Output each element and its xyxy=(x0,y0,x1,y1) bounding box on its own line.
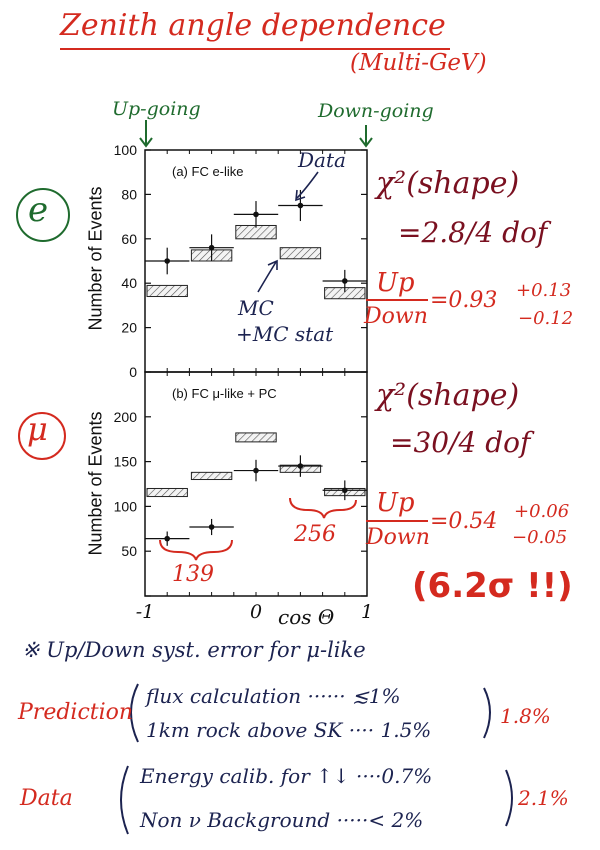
prediction-total: 1.8% xyxy=(500,704,551,728)
e-panel-label: (a) FC e-like xyxy=(172,164,244,179)
e-data-point xyxy=(253,211,259,218)
mu-symbol: μ xyxy=(27,410,48,448)
e-ytick-label: 40 xyxy=(121,275,137,291)
mu-ratio-num: Up xyxy=(376,488,415,518)
prediction-item-2: 1km rock above SK ···· 1.5% xyxy=(146,718,432,742)
syst-note: ※ Up/Down syst. error for μ-like xyxy=(22,638,366,662)
e-ratio-value: =0.93 xyxy=(430,288,498,313)
e-ytick-label: 80 xyxy=(121,186,137,202)
x-tick-label: -1 xyxy=(136,601,155,623)
mc-annotation: MC xyxy=(238,296,274,320)
e-ytick-label: 60 xyxy=(121,231,137,247)
mu-ratio-minus: −0.05 xyxy=(512,527,568,548)
e-mc-box xyxy=(146,284,188,298)
upgoing-label: Up-going xyxy=(112,98,201,120)
e-ytick-label: 20 xyxy=(121,320,137,336)
mu-ratio-plus: +0.06 xyxy=(514,501,570,522)
mu-mc-box xyxy=(146,487,188,498)
data-item-2: Non ν Background ·····< 2% xyxy=(140,808,424,832)
e-ytick-label: 100 xyxy=(114,142,138,158)
page-subtitle: (Multi-GeV) xyxy=(350,50,487,76)
e-data-point xyxy=(297,202,304,209)
prediction-item-1: flux calculation ······ ≲1% xyxy=(146,684,401,708)
mu-mc-box xyxy=(190,471,233,481)
mu-ytick-label: 150 xyxy=(114,454,138,470)
mu-circle-icon xyxy=(18,412,66,460)
mu-mc-box xyxy=(235,432,277,443)
mu-data-point xyxy=(253,467,259,474)
e-data-point xyxy=(208,244,215,251)
mu-chi2-line2: =30/4 dof xyxy=(390,426,531,459)
mu-data-point xyxy=(208,524,215,530)
downgoing-label: Down-going xyxy=(318,100,434,122)
mu-ytick-label: 200 xyxy=(114,409,138,425)
x-axis-label: cos Θ xyxy=(278,605,335,629)
e-ratio-minus: −0.12 xyxy=(518,308,574,329)
e-ytick-label: 0 xyxy=(129,364,137,380)
data-item-1: Energy calib. for ↑↓ ····0.7% xyxy=(140,764,433,788)
data-annotation: Data xyxy=(298,148,346,172)
data-rparen xyxy=(505,769,513,827)
brace-139 xyxy=(159,539,233,561)
data-lparen xyxy=(120,765,129,835)
prediction-lparen xyxy=(130,683,139,743)
e-ratio-num: Up xyxy=(376,268,415,298)
data-total: 2.1% xyxy=(518,786,569,810)
mu-data-point xyxy=(342,487,348,494)
e-circle-icon xyxy=(16,188,70,242)
e-chi2-line2: =2.8/4 dof xyxy=(398,216,548,249)
mu-panel-label: (b) FC μ-like + PC xyxy=(172,386,277,401)
mu-chi2-line1: χ²(shape) xyxy=(376,378,520,413)
data-label: Data xyxy=(20,786,73,811)
significance: (6.2σ !!) xyxy=(412,566,573,606)
e-data-point xyxy=(342,278,348,284)
mc-arrow-icon xyxy=(257,259,278,293)
title-underline xyxy=(60,48,450,50)
e-ratio-den: Down xyxy=(364,304,428,329)
mc-stat-annotation: +MC stat xyxy=(236,322,334,346)
downgoing-arrow-icon xyxy=(359,125,373,148)
prediction-label: Prediction xyxy=(18,700,134,725)
mu-ratio-den: Down xyxy=(366,525,430,550)
upgoing-arrow-icon xyxy=(139,120,153,148)
x-tick-label: 0 xyxy=(250,601,262,623)
mu-data-point xyxy=(297,463,304,469)
mu-ytick-label: 100 xyxy=(114,498,138,514)
brace-256 xyxy=(289,497,357,519)
count-256: 256 xyxy=(294,522,336,547)
e-chi2-line1: χ²(shape) xyxy=(376,166,520,201)
e-mc-box xyxy=(279,247,322,260)
x-tick-label: 1 xyxy=(361,601,373,623)
mu-ratio-value: =0.54 xyxy=(430,509,498,534)
mu-ytick-label: 50 xyxy=(121,543,137,559)
e-data-point xyxy=(164,258,170,264)
mu-data-point xyxy=(164,535,170,542)
e-ratio-plus: +0.13 xyxy=(516,280,572,301)
e-symbol: e xyxy=(28,190,49,230)
count-139: 139 xyxy=(172,562,214,587)
page-title: Zenith angle dependence xyxy=(60,8,446,43)
prediction-rparen xyxy=(483,687,491,739)
data-arrow-icon xyxy=(295,171,319,202)
